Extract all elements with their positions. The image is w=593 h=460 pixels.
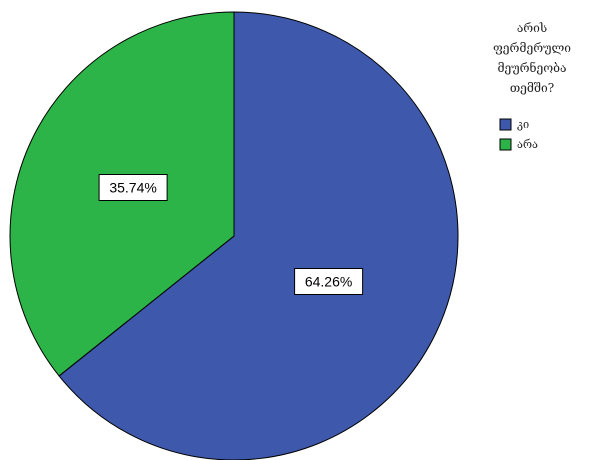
data-label-text: 35.74% — [109, 180, 156, 196]
pie-slice-1 — [58, 11, 459, 460]
legend-swatch — [499, 118, 512, 131]
legend-item-yes: კი — [499, 118, 529, 131]
pie-data-labels: 64.26% 35.74% — [98, 174, 364, 295]
legend-label: კი — [517, 118, 529, 131]
data-label-box — [294, 268, 364, 295]
legend-title-line: თემში? — [510, 81, 554, 95]
legend-title-line: მეურნეობა — [497, 60, 566, 75]
data-label-box — [98, 174, 168, 201]
legend-title-line: არის — [517, 21, 547, 35]
data-label-text: 64.26% — [305, 274, 352, 290]
pie-slices — [9, 11, 459, 460]
legend-label: არა — [517, 138, 538, 151]
legend-title-line: ფერმერული — [493, 41, 571, 55]
legend: არის ფერმერული მეურნეობა თემში? კი არა — [493, 21, 571, 151]
data-label-slice-1: 64.26% — [294, 268, 364, 295]
legend-swatch — [499, 138, 512, 151]
legend-item-no: არა — [499, 138, 538, 151]
data-label-slice-2: 35.74% — [98, 174, 168, 201]
